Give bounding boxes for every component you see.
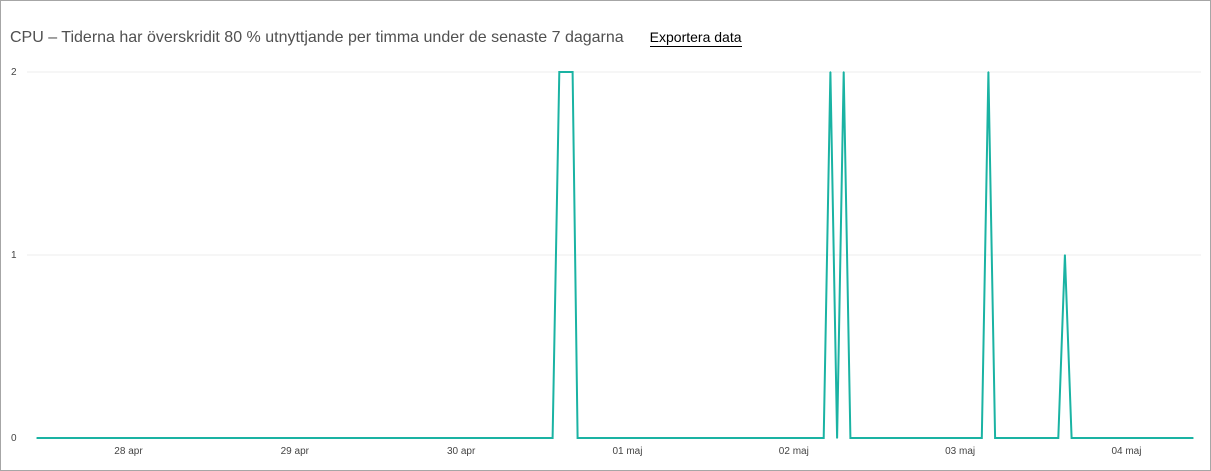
data-point bbox=[849, 437, 852, 439]
data-point bbox=[987, 71, 990, 73]
data-point bbox=[1070, 437, 1073, 439]
y-tick-label: 2 bbox=[11, 67, 17, 78]
x-tick-label: 28 apr bbox=[114, 446, 143, 457]
y-tick-label: 1 bbox=[11, 250, 17, 261]
data-point bbox=[558, 71, 561, 73]
data-point bbox=[571, 71, 574, 73]
data-point bbox=[1192, 437, 1194, 439]
x-axis-ticks: 28 apr 29 apr 30 apr 01 maj 02 maj 03 maj 04 m… bbox=[114, 446, 1141, 457]
x-tick-label: 03 maj bbox=[945, 446, 975, 457]
x-tick-label: 01 maj bbox=[612, 446, 642, 457]
data-point bbox=[842, 71, 845, 73]
export-data-link[interactable]: Exportera data bbox=[649, 29, 742, 47]
data-point bbox=[994, 437, 996, 439]
data-point bbox=[576, 437, 579, 439]
x-tick-label: 02 maj bbox=[779, 446, 809, 457]
data-point bbox=[836, 437, 838, 439]
data-point bbox=[36, 437, 38, 439]
x-tick-label: 29 apr bbox=[281, 446, 310, 457]
data-point bbox=[551, 437, 554, 439]
x-tick-label: 04 maj bbox=[1111, 446, 1141, 457]
x-tick-label: 30 apr bbox=[447, 446, 476, 457]
gridlines bbox=[27, 71, 1201, 256]
data-point bbox=[1064, 254, 1066, 256]
y-tick-label: 0 bbox=[11, 433, 17, 444]
data-point bbox=[822, 437, 825, 439]
data-point bbox=[565, 71, 567, 73]
chart-title: CPU – Tiderna har överskridit 80 % utnyt… bbox=[10, 29, 624, 46]
series-group bbox=[36, 71, 1194, 439]
data-point bbox=[829, 71, 832, 73]
series-line-0 bbox=[37, 71, 1193, 439]
data-point bbox=[980, 437, 983, 439]
data-point bbox=[1057, 437, 1060, 439]
y-axis-ticks: 0 1 2 bbox=[11, 67, 17, 444]
chart-header: CPU – Tiderna har överskridit 80 % utnyt… bbox=[10, 27, 742, 49]
